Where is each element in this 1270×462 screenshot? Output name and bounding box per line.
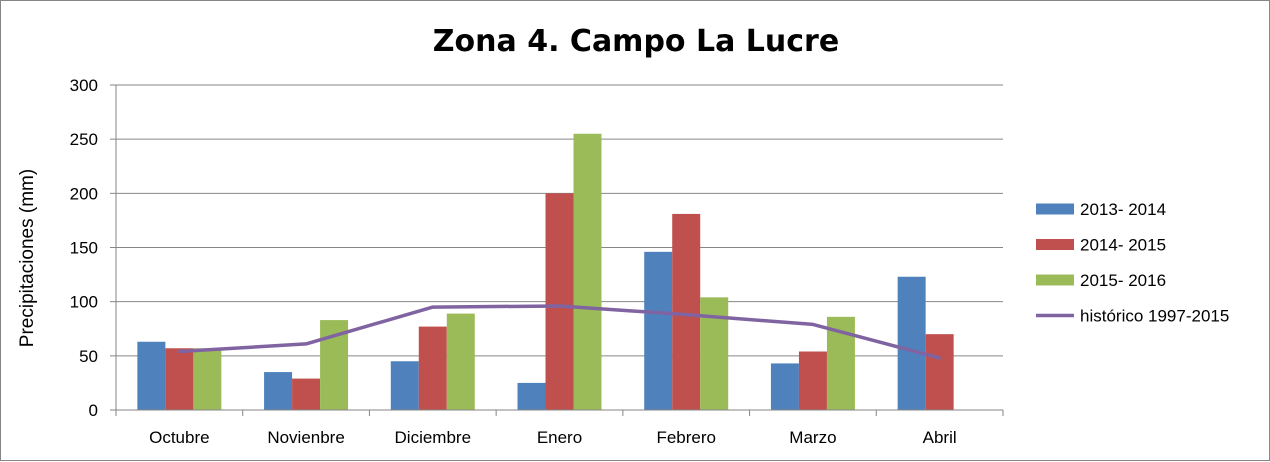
legend-label-2: 2015- 2016 (1080, 271, 1166, 290)
x-tick-label-febrero: Febrero (656, 428, 716, 447)
y-tick-label-200: 200 (70, 184, 98, 203)
bars (137, 133, 954, 410)
bar-2014-2015-enero (545, 193, 574, 410)
x-tick-label-octubre: Octubre (149, 428, 209, 447)
legend-label-3: histórico 1997-2015 (1080, 307, 1229, 326)
line-point-diciembre (431, 305, 435, 309)
legend-swatch-1 (1036, 239, 1074, 250)
x-tick-label-diciembre: Diciembre (395, 428, 472, 447)
line-point-octubre (177, 350, 181, 353)
bar-2013-2014-diciembre (390, 361, 419, 410)
legend-label-0: 2013- 2014 (1080, 200, 1166, 219)
x-tick-label-enero: Enero (537, 428, 582, 447)
bar-2015-2016-octubre (193, 348, 222, 410)
legend: 2013- 2014 2014- 2015 2015- 2016 histórico … (1036, 200, 1229, 326)
bar-2013-2014-febrero (644, 251, 673, 410)
y-tick-label-50: 50 (79, 347, 98, 366)
bar-2014-2015-febrero (672, 213, 701, 410)
y-axis-label: Precipitaciones (mm) (17, 169, 38, 347)
bar-2015-2016-febrero (700, 297, 729, 410)
line-point-febrero (684, 313, 688, 317)
x-tick-label-abril: Abril (923, 428, 957, 447)
bar-2013-2014-abril (897, 276, 926, 410)
bar-2014-2015-novienbre (292, 378, 321, 410)
line-series (177, 304, 942, 360)
y-tick-label-250: 250 (70, 130, 98, 149)
bar-2013-2014-octubre (137, 341, 166, 410)
line-point-marzo (811, 322, 815, 326)
y-tick-label-150: 150 (70, 239, 98, 258)
line-point-enero (558, 304, 561, 308)
line-point-abril (938, 356, 942, 360)
bar-2013-2014-marzo (770, 363, 799, 410)
axes: 0 50 100 150 200 250 300 Octubre Novienbre Diciem… (70, 76, 1004, 447)
legend-swatch-0 (1036, 203, 1074, 215)
bar-2015-2016-enero (573, 133, 602, 410)
bar-2013-2014-enero (517, 382, 546, 410)
bar-2014-2015-abril (925, 334, 954, 410)
legend-swatch-2 (1036, 274, 1074, 286)
bar-2014-2015-marzo (798, 351, 827, 410)
y-tick-label-300: 300 (70, 76, 98, 95)
chart-title: Zona 4. Campo La Lucre (433, 24, 839, 59)
line-point-novienbre (304, 342, 308, 346)
bar-2015-2016-diciembre (446, 313, 475, 410)
bar-2013-2014-novienbre (264, 372, 293, 410)
bar-2014-2015-octubre (165, 348, 194, 410)
legend-label-1: 2014- 2015 (1080, 236, 1166, 255)
x-tick-label-novienbre: Novienbre (267, 428, 345, 447)
y-tick-label-0: 0 (89, 401, 98, 420)
y-tick-label-100: 100 (70, 293, 98, 312)
bar-2014-2015-diciembre (418, 326, 447, 410)
x-tick-label-marzo: Marzo (789, 428, 836, 447)
